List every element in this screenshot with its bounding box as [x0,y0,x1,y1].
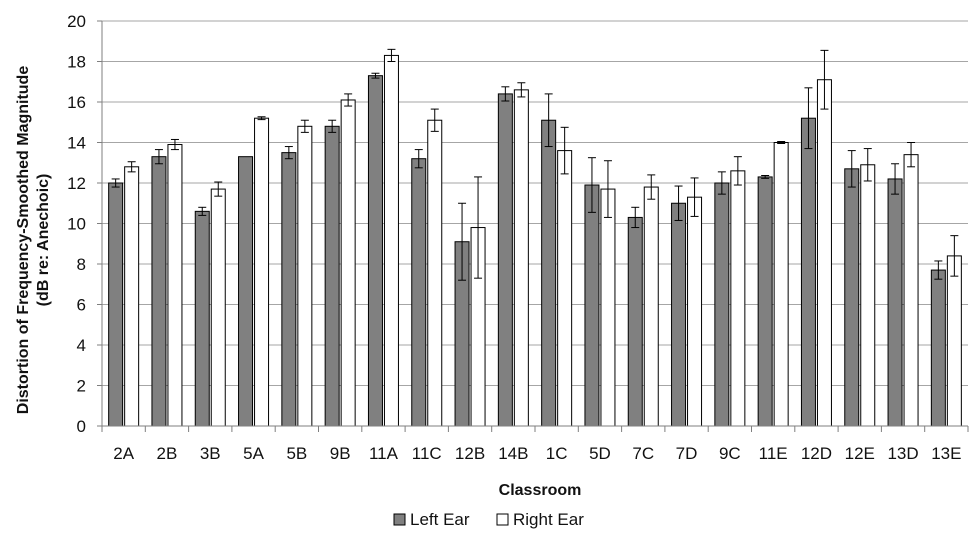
y-tick-label: 14 [67,134,86,153]
bar-right-ear [210,188,226,427]
x-tick-label: 2B [157,444,178,463]
bar-left-ear [627,216,643,427]
x-tick-label: 7C [632,444,654,463]
x-tick-label: 11A [369,444,399,463]
legend-label-right-ear: Right Ear [513,510,584,529]
x-tick-label: 13D [887,444,918,463]
bar-right-ear [513,89,529,427]
bar-right-ear [427,119,443,427]
bar-left-ear [324,125,340,427]
x-tick-label: 12E [845,444,875,463]
bar-left-ear [238,156,254,427]
bar-left-ear [541,119,557,427]
x-axis-ticks: 2A 2B 3B 5A 5B 9B 11A 11C 12B 14B 1C 5D 7C 7D 9C 11E 12D… [113,444,961,463]
bar-right-ear [167,144,183,427]
x-tick-label: 14B [498,444,528,463]
bar-right-ear [297,125,313,427]
bars [108,54,962,427]
bar-right-ear [773,142,789,427]
y-axis-title-line2: (dB re: Anechoic) [35,174,52,307]
bar-left-ear [757,176,773,427]
y-tick-label: 4 [77,336,86,355]
bar-left-ear [800,117,816,427]
y-tick-label: 10 [67,215,86,234]
x-axis-title: Classroom [499,482,582,499]
y-tick-label: 2 [77,377,86,396]
x-tick-label: 5A [243,444,264,463]
bar-right-ear [903,154,919,427]
y-tick-label: 12 [67,174,86,193]
bar-left-ear [411,158,427,427]
bar-right-ear [600,188,616,427]
x-tick-label: 13E [931,444,961,463]
bar-right-ear [946,255,962,427]
gridlines [102,20,968,386]
bar-right-ear [124,166,140,427]
legend-swatch-right-ear [496,513,509,526]
bar-left-ear [281,152,297,427]
x-tick-label: 2A [113,444,134,463]
bar-right-ear [687,196,703,427]
y-tick-label: 8 [77,255,86,274]
bar-right-ear [816,79,832,427]
bar-left-ear [367,75,383,427]
y-axis-title-line1: Distortion of Frequency-Smoothed Magnitu… [15,66,32,415]
x-tick-label: 12B [455,444,485,463]
x-tick-label: 3B [200,444,221,463]
x-tick-label: 5B [286,444,307,463]
bar-left-ear [497,93,513,427]
x-tick-label: 1C [546,444,568,463]
bar-left-ear [194,210,210,427]
legend-swatch-left-ear [393,513,406,526]
x-tick-label: 12D [801,444,832,463]
x-tick-label: 9C [719,444,741,463]
bar-right-ear [254,117,270,427]
bar-left-ear [844,168,860,427]
y-tick-label: 16 [67,93,86,112]
x-tick-label: 9B [330,444,351,463]
y-tick-label: 6 [77,296,86,315]
bar-left-ear [671,202,687,427]
y-axis-ticks: 0 2 4 6 8 10 12 14 16 18 20 [67,12,86,436]
x-tick-label: 11E [759,444,788,463]
x-tick-label: 5D [589,444,611,463]
y-tick-label: 20 [67,12,86,31]
bar-right-ear [730,170,746,427]
bar-right-ear [557,150,573,427]
y-tick-label: 18 [67,53,86,72]
x-tick-label: 7D [676,444,698,463]
bar-right-ear [340,99,356,427]
axes [97,20,969,432]
bar-left-ear [108,182,124,427]
bar-right-ear [643,186,659,427]
bar-left-ear [714,182,730,427]
bar-left-ear [151,156,167,427]
bar-left-ear [584,184,600,427]
y-axis-title: Distortion of Frequency-Smoothed Magnitu… [15,66,52,415]
error-bars [111,48,959,281]
bar-left-ear [887,178,903,427]
x-tick-label: 11C [412,444,442,463]
bar-right-ear [383,54,399,427]
legend-label-left-ear: Left Ear [410,510,470,529]
y-tick-label: 0 [77,417,86,436]
bar-right-ear [860,164,876,427]
legend: Left Ear Right Ear [393,510,584,529]
bar-left-ear [930,269,946,427]
